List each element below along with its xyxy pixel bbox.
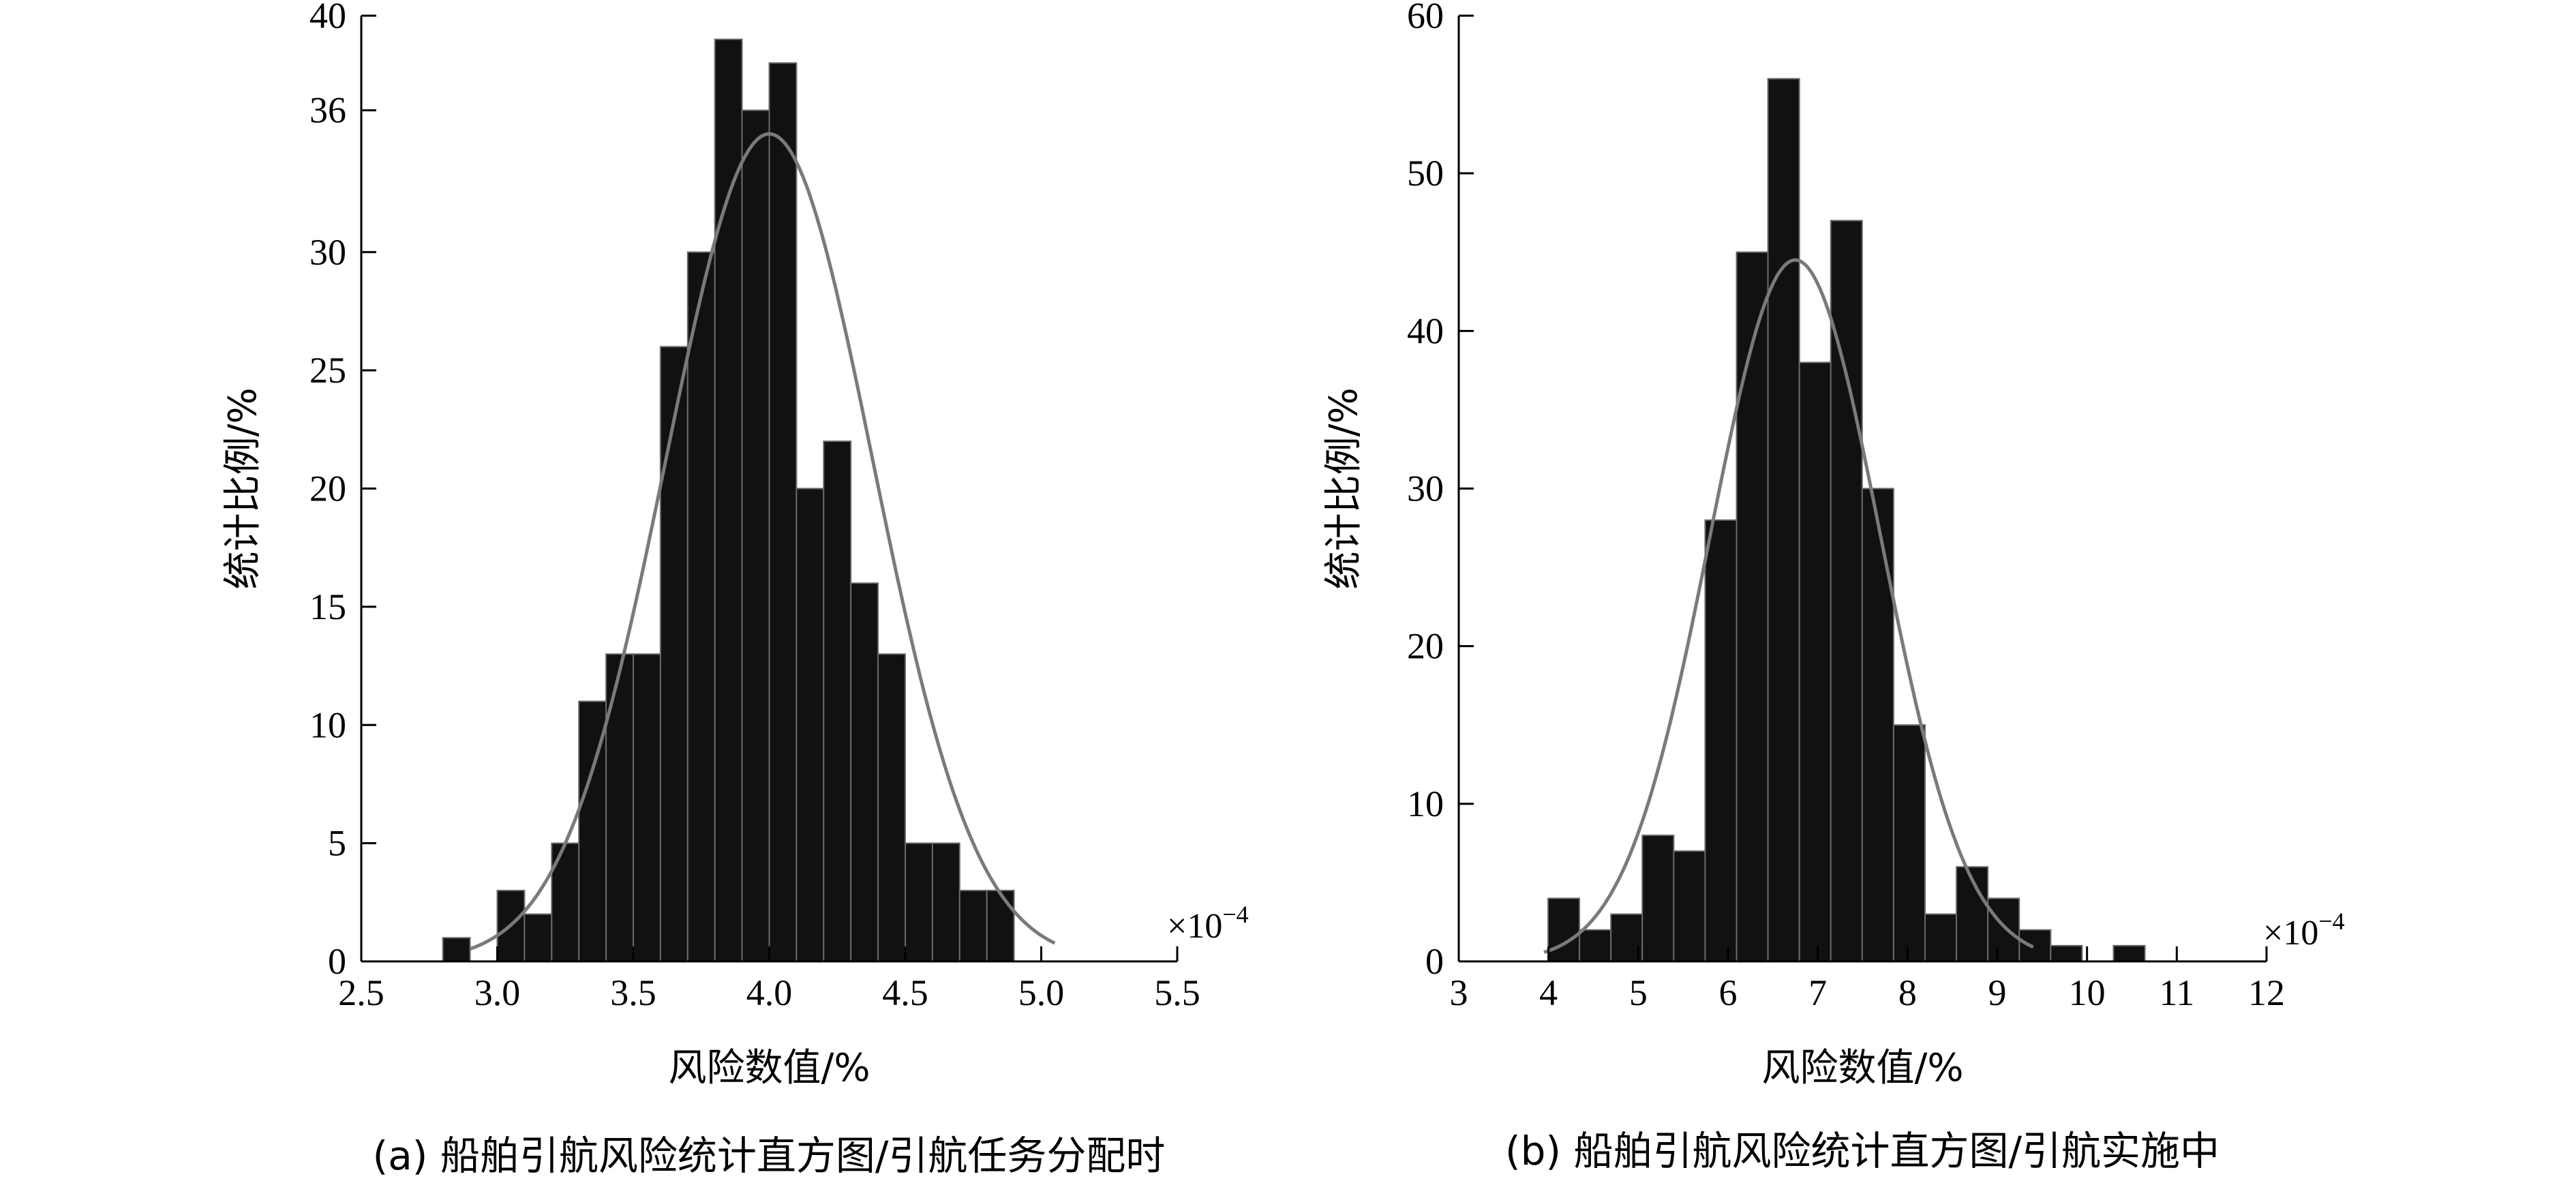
histogram-bar	[933, 843, 960, 961]
x-tick-label: 5	[1629, 972, 1648, 1013]
y-tick-label: 60	[1407, 0, 1444, 36]
histogram-bar	[851, 583, 878, 961]
histogram-bar	[742, 110, 770, 961]
x-tick-label: 4.5	[882, 972, 928, 1013]
histogram-bar	[1673, 851, 1705, 961]
histogram-bar	[1705, 520, 1736, 961]
histogram-bar	[960, 890, 987, 961]
histogram-bars	[1548, 78, 2145, 961]
x-axis-multiplier: ×10−4	[1167, 901, 1249, 946]
x-tick-label: 5.0	[1018, 972, 1065, 1013]
x-tick-label: 3	[1450, 972, 1468, 1013]
x-axis-label: 风险数值/%	[1761, 1046, 1963, 1090]
x-tick-label: 3.0	[474, 972, 521, 1013]
x-tick-label: 6	[1719, 972, 1738, 1013]
histogram-bar	[770, 63, 797, 961]
y-tick-label: 20	[1407, 626, 1444, 667]
histogram-bar	[905, 843, 933, 961]
histogram-bar	[1862, 489, 1894, 962]
histogram-bar	[878, 654, 905, 961]
y-tick-label: 15	[309, 586, 346, 627]
histogram-bar	[1768, 78, 1800, 961]
histogram-bar	[987, 890, 1014, 961]
histogram-bar	[823, 441, 851, 961]
histogram-bar	[1737, 252, 1768, 961]
y-tick-label: 50	[1407, 153, 1444, 194]
histogram-bar	[1642, 835, 1673, 961]
x-tick-label: 8	[1898, 972, 1917, 1013]
y-axis-label: 统计比例/%	[221, 387, 265, 589]
y-tick-label: 40	[1407, 310, 1444, 351]
histogram-bars	[443, 40, 1014, 961]
histogram-bar	[661, 346, 688, 961]
x-tick-label: 5.5	[1154, 972, 1200, 1013]
histogram-bar	[715, 40, 742, 961]
y-tick-label: 0	[1425, 941, 1444, 982]
x-axis-multiplier: ×10−4	[2263, 908, 2345, 953]
histogram-bar	[796, 489, 823, 962]
histogram-bar	[443, 938, 470, 961]
x-axis-label: 风险数值/%	[668, 1046, 870, 1090]
histogram-chart-b: 0 10 20 30 40 50 60 3 4 5 6 7 8 9 10 11 12 ×10−4 风险数值/% 统计比…	[1322, 0, 2345, 1174]
histogram-bar	[606, 654, 633, 961]
x-tick-label: 10	[2069, 972, 2106, 1013]
histogram-bar	[1800, 363, 1831, 961]
histogram-bar	[2050, 946, 2082, 961]
histogram-bar	[1925, 914, 1956, 961]
histogram-bar	[1579, 930, 1611, 961]
y-tick-label: 30	[1407, 468, 1444, 509]
y-tick-label: 10	[309, 704, 346, 745]
histogram-bar	[524, 914, 551, 961]
x-tick-label: 12	[2248, 972, 2285, 1013]
histogram-bar	[1988, 899, 2019, 961]
histogram-bar	[1894, 725, 1925, 961]
y-tick-label: 10	[1407, 783, 1444, 824]
x-tick-label: 3.5	[610, 972, 656, 1013]
y-tick-label: 5	[328, 823, 346, 864]
chart-caption: (a) 船舶引航风险统计直方图/引航任务分配时	[373, 1133, 1166, 1179]
y-tick-label: 25	[309, 350, 346, 391]
y-tick-label: 20	[309, 468, 346, 509]
x-tick-label: 7	[1808, 972, 1827, 1013]
y-axis-label: 统计比例/%	[1322, 387, 1366, 589]
y-tick-label: 40	[309, 0, 346, 36]
x-tick-label: 2.5	[338, 972, 384, 1013]
histogram-bar	[1548, 899, 1579, 961]
chart-caption: (b) 船舶引航风险统计直方图/引航实施中	[1505, 1128, 2219, 1174]
histogram-bar	[2114, 946, 2145, 961]
histogram-bar	[2019, 930, 2050, 961]
histogram-bar	[633, 654, 661, 961]
histogram-bar	[688, 252, 715, 961]
x-tick-label: 4	[1539, 972, 1558, 1013]
y-tick-label: 36	[309, 90, 346, 131]
y-tick-label: 30	[309, 232, 346, 273]
x-tick-label: 9	[1988, 972, 2007, 1013]
x-tick-label: 11	[2159, 972, 2194, 1013]
x-tick-label: 4.0	[746, 972, 793, 1013]
